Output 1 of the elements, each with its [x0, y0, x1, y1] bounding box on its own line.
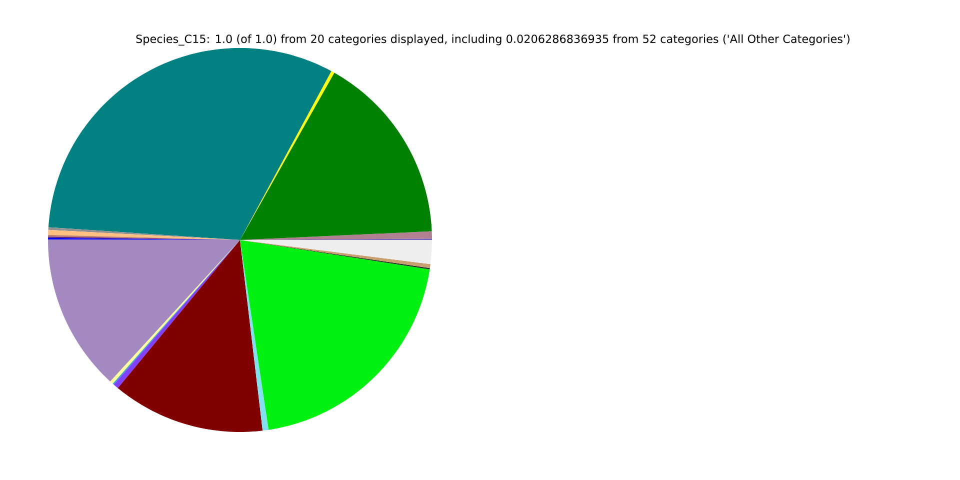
text: Species_C15: 1.0 (of 1.0) from 20 categories displayed, including 0.0206286836935 from 52 categories ('All Other Categories'): [136, 34, 850, 46]
